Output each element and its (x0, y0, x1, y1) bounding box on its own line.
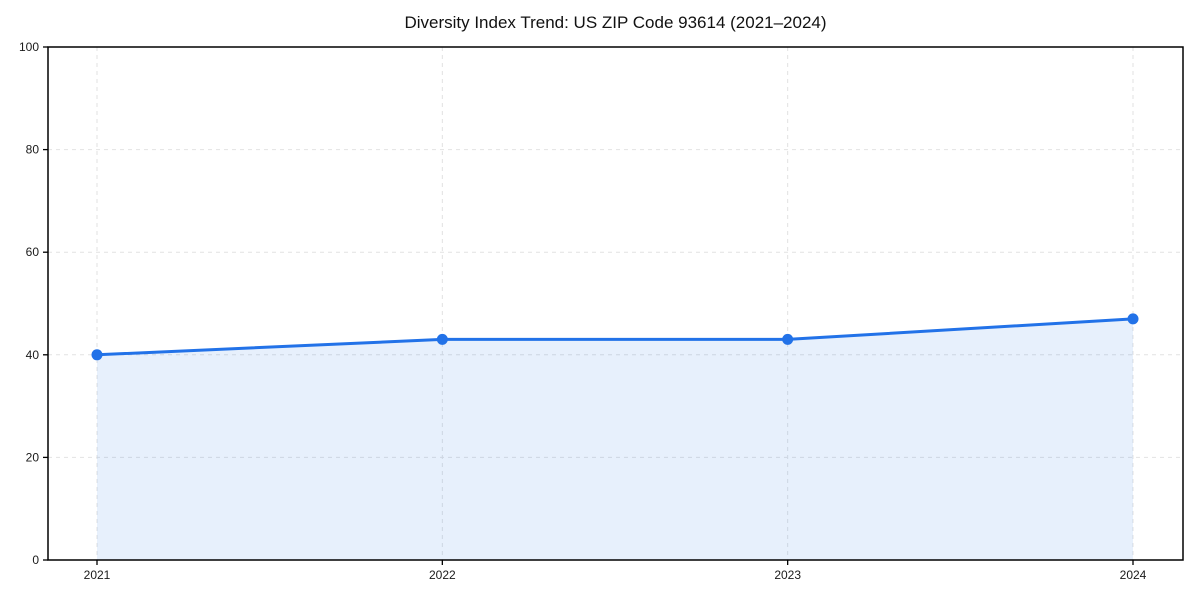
data-point-2023 (782, 333, 794, 345)
y-tick-label: 40 (26, 348, 40, 362)
data-point-2024 (1127, 313, 1139, 325)
chart-title: Diversity Index Trend: US ZIP Code 93614… (404, 13, 827, 32)
x-tick-label: 2023 (774, 568, 801, 582)
x-tick-label: 2024 (1120, 568, 1147, 582)
area-fill (97, 318, 1133, 560)
data-point-2022 (436, 333, 448, 345)
y-tick-label: 80 (26, 143, 40, 157)
data-point-2021 (91, 349, 103, 361)
y-tick-label: 0 (32, 553, 39, 567)
y-tick-label: 60 (26, 245, 40, 259)
x-tick-label: 2021 (84, 568, 111, 582)
trend-line (95, 317, 1135, 357)
y-tick-label: 100 (19, 40, 39, 54)
y-tick-label: 20 (26, 450, 40, 464)
plot-border (47, 46, 1184, 561)
x-tick-label: 2022 (429, 568, 456, 582)
